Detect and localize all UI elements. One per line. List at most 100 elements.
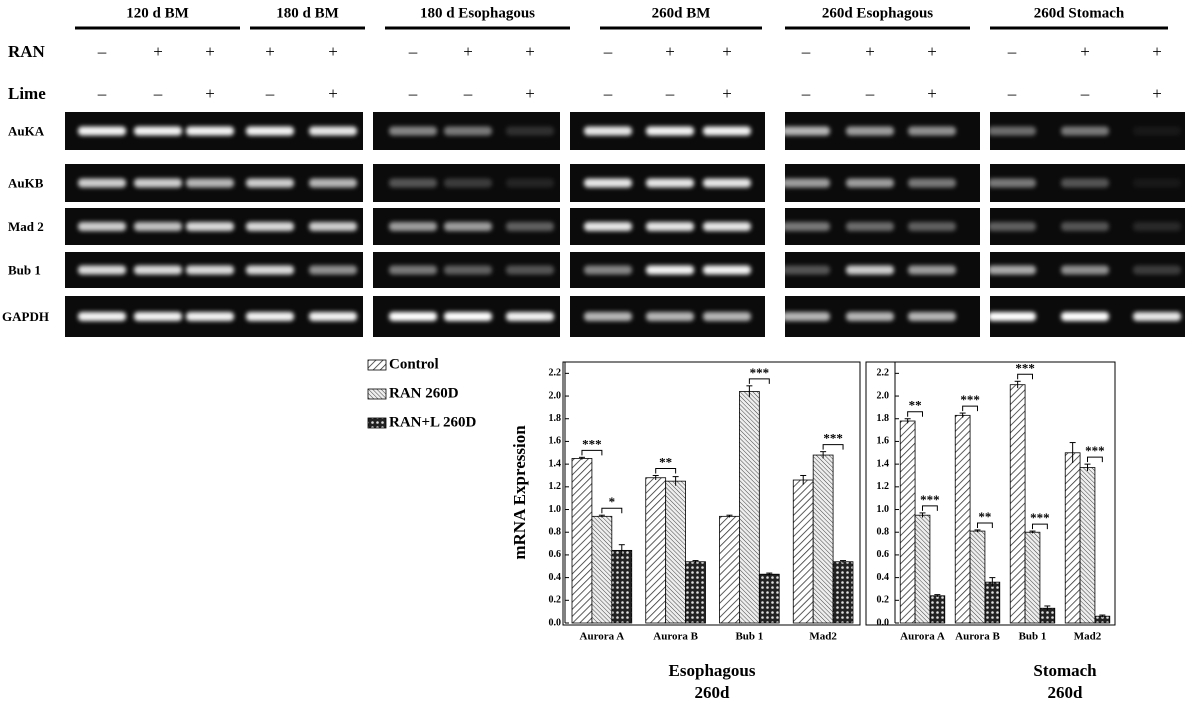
gel-band	[988, 265, 1036, 275]
gel-band	[1061, 265, 1109, 275]
group-label: 180 d Esophagous	[420, 5, 535, 21]
gel-band	[782, 222, 830, 231]
gel-band	[309, 265, 357, 275]
ran-sign: +	[525, 42, 535, 61]
significance-label: **	[978, 509, 991, 524]
ran-sign: +	[665, 42, 675, 61]
gel-band	[703, 222, 751, 231]
ran-sign: +	[865, 42, 875, 61]
significance-label: *	[609, 494, 616, 509]
x-tick-label: Aurora B	[955, 631, 1000, 643]
gel-band	[1061, 178, 1109, 188]
gel-band	[782, 178, 830, 188]
chart-subtitle: 260d	[695, 683, 731, 702]
ran-sign: +	[722, 42, 732, 61]
gel-band	[506, 178, 554, 188]
y-tick-label: 1.2	[877, 481, 890, 492]
significance-label: ***	[750, 365, 770, 380]
gel-band	[908, 312, 956, 321]
gel-band	[703, 126, 751, 136]
error-bar	[904, 418, 911, 424]
gel-band	[389, 312, 437, 321]
gel-band	[309, 312, 357, 321]
row-label: RAN	[8, 42, 46, 61]
lime-sign: –	[153, 84, 163, 103]
gel-band	[506, 312, 554, 321]
lime-sign: +	[205, 84, 215, 103]
lime-sign: –	[1007, 84, 1017, 103]
gene-label: GAPDH	[2, 309, 49, 324]
ran-sign: +	[927, 42, 937, 61]
gel-panel: 120 d BM – + + – – +180 d BM + + – +180 d Esophago…	[2, 5, 1185, 337]
gel-band	[782, 312, 830, 321]
bar	[899, 420, 916, 624]
significance-label: ***	[823, 431, 843, 446]
bar	[719, 515, 740, 624]
error-bar	[959, 412, 966, 418]
lime-sign: –	[603, 84, 613, 103]
significance-label: ***	[1030, 510, 1050, 525]
significance-label: ***	[920, 492, 940, 507]
gene-label: Bub 1	[8, 262, 41, 277]
gel-band	[703, 178, 751, 188]
gel-band	[186, 222, 234, 231]
error-bar	[974, 529, 981, 533]
y-tick-label: 2.0	[549, 390, 562, 401]
gel-band	[309, 126, 357, 136]
y-tick-label: 1.0	[877, 504, 890, 515]
y-tick-label: 1.8	[877, 413, 890, 424]
gel-band	[846, 178, 894, 188]
lime-sign: –	[265, 84, 275, 103]
bar	[758, 573, 780, 624]
lime-sign: –	[463, 84, 473, 103]
gel-band	[506, 265, 554, 275]
gel-band	[389, 222, 437, 231]
ran-sign: –	[603, 42, 613, 61]
significance-bracket	[1087, 456, 1103, 463]
gel-band	[78, 222, 126, 231]
gel-band	[1133, 312, 1181, 321]
legend-label: Control	[389, 356, 439, 372]
significance-bracket	[601, 507, 623, 514]
gel-band	[908, 222, 956, 231]
gel-band	[506, 126, 554, 136]
gel-band	[444, 265, 492, 275]
ran-sign: –	[408, 42, 418, 61]
y-tick-label: 0.4	[877, 572, 890, 583]
significance-label: **	[909, 398, 922, 413]
error-bar	[1069, 442, 1076, 463]
y-tick-label: 0.0	[549, 617, 562, 628]
y-tick-label: 0.6	[877, 549, 890, 560]
error-bar	[672, 476, 679, 486]
ran-sign: +	[463, 42, 473, 61]
gel-band	[1133, 178, 1181, 188]
y-tick-label: 1.2	[549, 481, 562, 492]
significance-bracket	[1032, 523, 1048, 530]
gel-band	[646, 126, 694, 136]
gel-band	[1061, 222, 1109, 231]
significance-bracket	[581, 449, 603, 456]
gel-band	[134, 222, 182, 231]
legend-swatch	[367, 388, 387, 400]
error-bar	[800, 474, 807, 485]
error-bar	[989, 577, 996, 587]
error-bar	[840, 560, 847, 563]
significance-bracket	[1017, 373, 1033, 380]
error-bar	[919, 512, 926, 518]
gel-band	[246, 126, 294, 136]
gel-band	[584, 178, 632, 188]
y-tick-label: 1.4	[877, 458, 890, 469]
gel-band	[134, 265, 182, 275]
y-tick-label: 0.0	[877, 617, 890, 628]
significance-bracket	[977, 522, 993, 528]
bar	[914, 514, 931, 624]
bar	[812, 454, 834, 624]
x-tick-label: Aurora B	[653, 631, 698, 643]
bar	[739, 391, 760, 624]
significance-bracket	[922, 505, 938, 511]
x-tick-label: Aurora A	[900, 631, 945, 643]
significance-label: ***	[1015, 360, 1035, 375]
gel-band	[908, 178, 956, 188]
lime-sign: +	[1152, 84, 1162, 103]
